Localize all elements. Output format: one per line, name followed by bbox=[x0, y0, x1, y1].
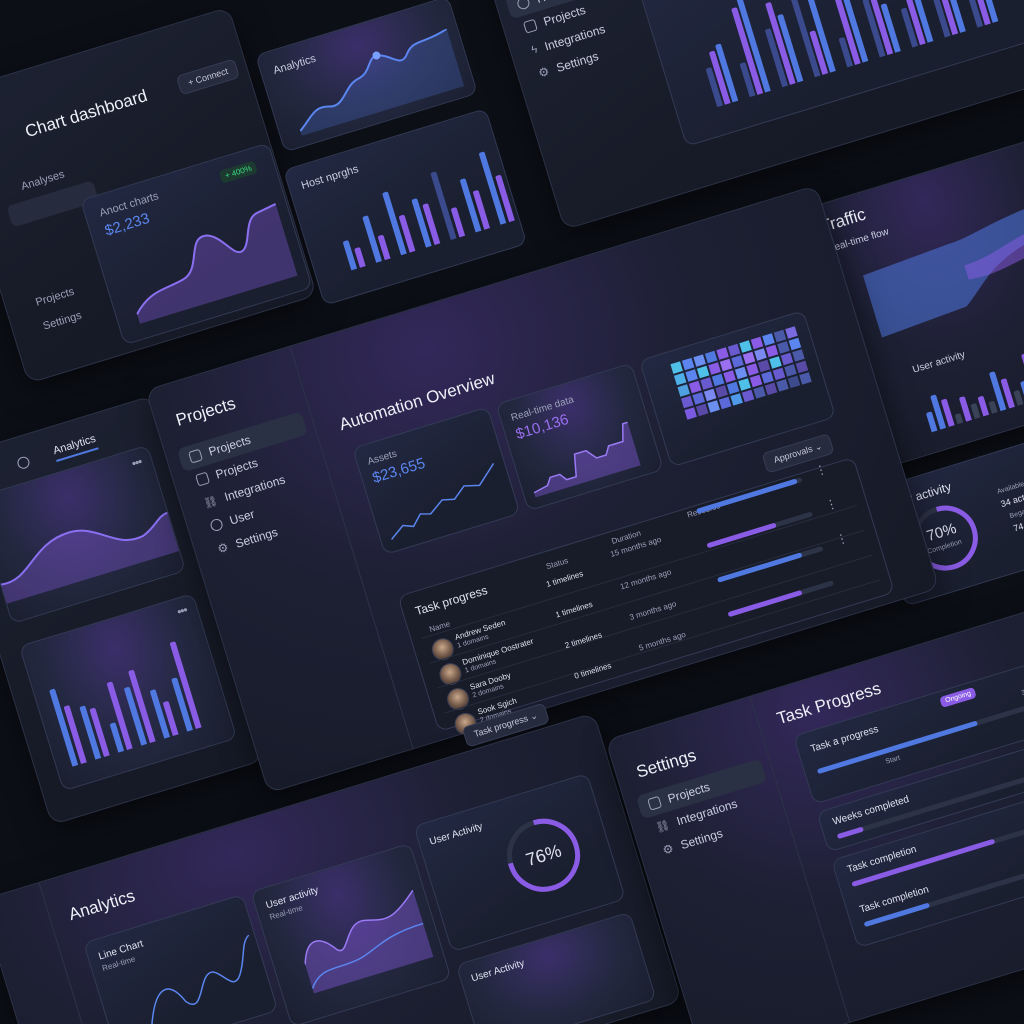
settings-title: Settings bbox=[634, 745, 699, 782]
row-status: 1 timelines bbox=[545, 569, 585, 589]
col-status: Status bbox=[544, 555, 570, 572]
gear-icon: ⚙ bbox=[215, 539, 231, 557]
folder-icon bbox=[188, 448, 204, 464]
gear-icon: ⚙ bbox=[536, 63, 552, 81]
ongoing-badge: Ongoing bbox=[939, 686, 978, 708]
growth-badge: + 400% bbox=[218, 160, 259, 184]
traffic-panel: Traffic Real-time flow User activity bbox=[800, 121, 1024, 471]
metric-label: Task completion bbox=[846, 844, 918, 876]
metric-label: Task completion bbox=[858, 884, 931, 916]
left-analytics-panel: Analytics ••• ••• bbox=[0, 395, 264, 826]
analytics-mini-card: Analytics bbox=[255, 0, 478, 153]
more-options-icon[interactable]: ••• bbox=[129, 454, 144, 471]
chevron-down-icon: ⌄ bbox=[813, 440, 824, 453]
user-activity-ring-card: User Activity 76% bbox=[413, 772, 626, 953]
area-chart bbox=[0, 511, 180, 604]
sidebar-nav: Projects Projects ⛓ Integrations User ⚙ Se… bbox=[176, 411, 336, 564]
table-title: Task progress bbox=[413, 583, 490, 619]
bottom-analytics-panel: Analytics Task progress ⌄ Line Chart Rea… bbox=[0, 702, 683, 1024]
bar-chart bbox=[43, 632, 202, 767]
legend-label: Began bbox=[1008, 507, 1024, 521]
progress-ring bbox=[507, 818, 581, 892]
side-item[interactable]: Projects bbox=[34, 285, 76, 309]
side-item[interactable]: Settings bbox=[41, 309, 84, 333]
line-chart bbox=[150, 934, 250, 1024]
sankey-flow-chart bbox=[862, 192, 1024, 338]
automation-panel: Projects Projects Projects ⛓ Integrations… bbox=[145, 184, 940, 794]
analytics-title: Analytics bbox=[66, 886, 138, 925]
area-chart bbox=[136, 203, 298, 324]
user-activity-area-card: User activity Real-time bbox=[250, 842, 452, 1024]
card-title: User Activity bbox=[470, 957, 526, 985]
bar-chart-card: ••• bbox=[18, 592, 238, 792]
timeline-label: Task a progress bbox=[809, 723, 880, 756]
heatmap-grid bbox=[670, 326, 812, 420]
line-chart-card: Line Chart Real-time bbox=[83, 893, 279, 1024]
dashboard-title: Chart dashboard bbox=[22, 85, 150, 142]
heat-maps-card: Heat maps $ 233,131 bbox=[627, 0, 1024, 147]
timeline-end: 30m ago bbox=[1020, 682, 1024, 698]
folder-icon bbox=[647, 795, 663, 811]
assets-card: Assets $23,655 bbox=[352, 406, 521, 556]
sidebar-title: Projects bbox=[173, 393, 238, 430]
row-progress bbox=[695, 476, 803, 514]
dual-area-chart bbox=[304, 889, 434, 994]
chevron-down-icon: ⌄ bbox=[528, 710, 539, 722]
realtime-step-chart bbox=[533, 421, 641, 498]
more-options-icon[interactable]: ••• bbox=[175, 602, 189, 619]
grouped-bar-chart bbox=[679, 0, 999, 108]
assets-line-chart bbox=[390, 462, 495, 540]
area-chart-card: ••• bbox=[0, 444, 187, 625]
bar-chart bbox=[326, 139, 515, 271]
analytics-line-chart bbox=[299, 28, 465, 136]
anoct-chart-card: Anoct charts $2,233 + 400% bbox=[80, 142, 313, 346]
activity-bars bbox=[917, 343, 1024, 433]
user-icon bbox=[209, 517, 225, 533]
archive-icon bbox=[195, 471, 211, 487]
row-menu-icon[interactable]: ⋮ bbox=[813, 461, 828, 479]
timeline-start: Start bbox=[884, 754, 901, 766]
connect-button[interactable]: + Connect bbox=[175, 58, 241, 96]
gear-icon: ⚙ bbox=[660, 841, 676, 858]
link-icon: ⛓ bbox=[654, 818, 672, 835]
folder-icon bbox=[522, 18, 538, 34]
realtime-card: Real-time data $10,136 bbox=[495, 362, 664, 512]
link-icon: ⛓ bbox=[202, 494, 220, 510]
analytics-tab[interactable]: Analytics bbox=[51, 432, 99, 462]
home-icon bbox=[515, 0, 531, 11]
card-title: User Activity bbox=[428, 821, 485, 848]
bolt-icon: ϟ bbox=[529, 43, 540, 57]
search-icon[interactable] bbox=[15, 455, 31, 471]
